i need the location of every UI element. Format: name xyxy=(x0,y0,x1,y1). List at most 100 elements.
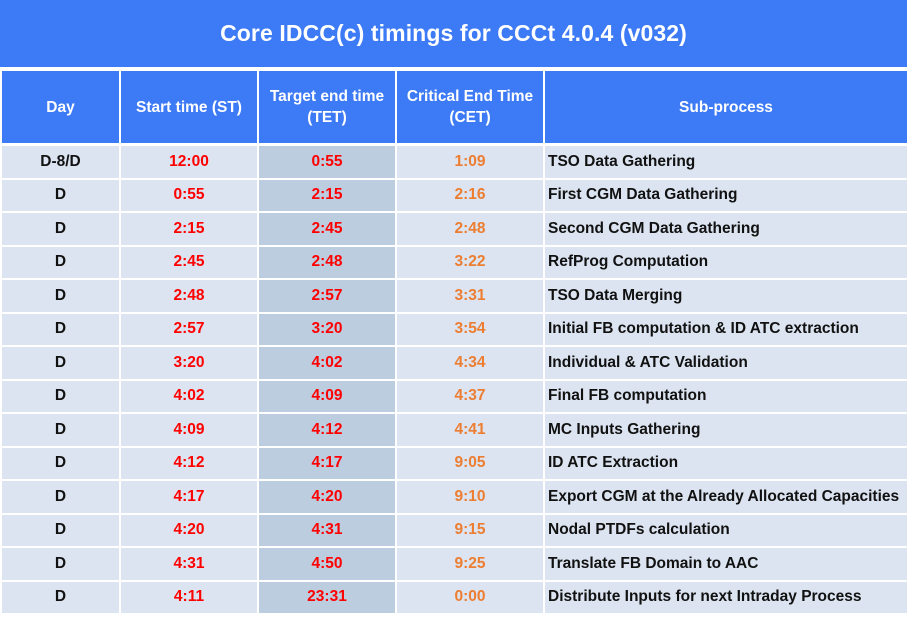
header-target-end-time: Target end time (TET) xyxy=(257,69,397,146)
sub-process-cell: Initial FB computation & ID ATC extracti… xyxy=(543,311,907,347)
header-day-label: Day xyxy=(46,98,75,116)
sub-process-cell: Export CGM at the Already Allocated Capa… xyxy=(543,479,907,515)
sub-process-cell: Translate FB Domain to AAC xyxy=(543,546,907,582)
sub-process-cell: Individual & ATC Validation xyxy=(543,345,907,381)
table-row: D 4:02 4:09 4:37 Final FB computation xyxy=(0,378,907,414)
day-cell: D xyxy=(0,512,121,548)
day-cell: D xyxy=(0,546,121,582)
critical-end-time-cell: 9:10 xyxy=(395,479,545,515)
header-sub-process: Sub-process xyxy=(543,69,907,146)
critical-end-time-cell: 0:00 xyxy=(395,579,545,615)
target-end-time-cell: 2:45 xyxy=(257,211,397,247)
critical-end-time-cell: 3:31 xyxy=(395,278,545,314)
start-time-cell: 2:15 xyxy=(119,211,259,247)
critical-end-time-cell: 9:25 xyxy=(395,546,545,582)
header-row: Day Start time (ST) Target end time (TET… xyxy=(0,69,907,146)
critical-end-time-cell: 4:41 xyxy=(395,412,545,448)
sub-process-cell: TSO Data Gathering xyxy=(543,143,907,180)
table-row: D 4:11 23:31 0:00 Distribute Inputs for next… xyxy=(0,579,907,615)
timings-body: D-8/D 12:00 0:55 1:09 TSO Data Gathering D 0:5… xyxy=(0,143,907,615)
critical-end-time-cell: 3:54 xyxy=(395,311,545,347)
start-time-cell: 2:45 xyxy=(119,244,259,280)
table-row: D 2:57 3:20 3:54 Initial FB computation & ID… xyxy=(0,311,907,347)
day-cell: D xyxy=(0,278,121,314)
sub-process-cell: MC Inputs Gathering xyxy=(543,412,907,448)
header-start-time-label: Start time (ST) xyxy=(136,98,242,116)
start-time-cell: 4:17 xyxy=(119,479,259,515)
header-target-end-label-line2: (TET) xyxy=(307,109,347,126)
sub-process-cell: First CGM Data Gathering xyxy=(543,177,907,213)
critical-end-time-cell: 4:37 xyxy=(395,378,545,414)
start-time-cell: 2:48 xyxy=(119,278,259,314)
sub-process-cell: Distribute Inputs for next Intraday Proc… xyxy=(543,579,907,615)
timings-table: Day Start time (ST) Target end time (TET… xyxy=(0,69,907,615)
day-cell: D xyxy=(0,211,121,247)
table-row: D 4:17 4:20 9:10 Export CGM at the Already A… xyxy=(0,479,907,515)
start-time-cell: 2:57 xyxy=(119,311,259,347)
day-cell: D xyxy=(0,244,121,280)
start-time-cell: 12:00 xyxy=(119,143,259,180)
critical-end-time-cell: 9:15 xyxy=(395,512,545,548)
table-row: D 0:55 2:15 2:16 First CGM Data Gathering xyxy=(0,177,907,213)
day-cell: D xyxy=(0,378,121,414)
header-critical-end-label-line2: (CET) xyxy=(449,109,491,126)
day-cell: D xyxy=(0,579,121,615)
day-cell: D xyxy=(0,177,121,213)
sub-process-cell: Nodal PTDFs calculation xyxy=(543,512,907,548)
start-time-cell: 0:55 xyxy=(119,177,259,213)
target-end-time-cell: 4:20 xyxy=(257,479,397,515)
start-time-cell: 4:12 xyxy=(119,445,259,481)
table-row: D 2:45 2:48 3:22 RefProg Computation xyxy=(0,244,907,280)
header-critical-end-label-line1: Critical End Time xyxy=(406,88,534,105)
day-cell: D-8/D xyxy=(0,143,121,180)
table-row: D 4:20 4:31 9:15 Nodal PTDFs calculation xyxy=(0,512,907,548)
start-time-cell: 4:02 xyxy=(119,378,259,414)
target-end-time-cell: 4:50 xyxy=(257,546,397,582)
sub-process-cell: ID ATC Extraction xyxy=(543,445,907,481)
target-end-time-cell: 23:31 xyxy=(257,579,397,615)
sub-process-cell: Second CGM Data Gathering xyxy=(543,211,907,247)
target-end-time-cell: 4:12 xyxy=(257,412,397,448)
day-cell: D xyxy=(0,345,121,381)
sub-process-cell: TSO Data Merging xyxy=(543,278,907,314)
table-row: D-8/D 12:00 0:55 1:09 TSO Data Gathering xyxy=(0,143,907,180)
start-time-cell: 4:09 xyxy=(119,412,259,448)
critical-end-time-cell: 3:22 xyxy=(395,244,545,280)
table-row: D 4:31 4:50 9:25 Translate FB Domain to AAC xyxy=(0,546,907,582)
critical-end-time-cell: 2:16 xyxy=(395,177,545,213)
header-target-end-label-line1: Target end time xyxy=(269,88,385,105)
day-cell: D xyxy=(0,445,121,481)
target-end-time-cell: 2:57 xyxy=(257,278,397,314)
header-critical-end-time: Critical End Time (CET) xyxy=(395,69,545,146)
table-row: D 3:20 4:02 4:34 Individual & ATC Validation xyxy=(0,345,907,381)
header-sub-process-label: Sub-process xyxy=(679,98,773,116)
target-end-time-cell: 2:48 xyxy=(257,244,397,280)
target-end-time-cell: 4:02 xyxy=(257,345,397,381)
sub-process-cell: Final FB computation xyxy=(543,378,907,414)
header-day: Day xyxy=(0,69,121,146)
critical-end-time-cell: 1:09 xyxy=(395,143,545,180)
target-end-time-cell: 3:20 xyxy=(257,311,397,347)
table-row: D 4:12 4:17 9:05 ID ATC Extraction xyxy=(0,445,907,481)
header-start-time: Start time (ST) xyxy=(119,69,259,146)
day-cell: D xyxy=(0,412,121,448)
target-end-time-cell: 4:09 xyxy=(257,378,397,414)
target-end-time-cell: 4:17 xyxy=(257,445,397,481)
start-time-cell: 4:20 xyxy=(119,512,259,548)
table-row: D 2:48 2:57 3:31 TSO Data Merging xyxy=(0,278,907,314)
target-end-time-cell: 4:31 xyxy=(257,512,397,548)
start-time-cell: 3:20 xyxy=(119,345,259,381)
target-end-time-cell: 2:15 xyxy=(257,177,397,213)
table-row: D 2:15 2:45 2:48 Second CGM Data Gathering xyxy=(0,211,907,247)
critical-end-time-cell: 9:05 xyxy=(395,445,545,481)
critical-end-time-cell: 4:34 xyxy=(395,345,545,381)
day-cell: D xyxy=(0,311,121,347)
day-cell: D xyxy=(0,479,121,515)
critical-end-time-cell: 2:48 xyxy=(395,211,545,247)
start-time-cell: 4:31 xyxy=(119,546,259,582)
start-time-cell: 4:11 xyxy=(119,579,259,615)
table-row: D 4:09 4:12 4:41 MC Inputs Gathering xyxy=(0,412,907,448)
sub-process-cell: RefProg Computation xyxy=(543,244,907,280)
target-end-time-cell: 0:55 xyxy=(257,143,397,180)
